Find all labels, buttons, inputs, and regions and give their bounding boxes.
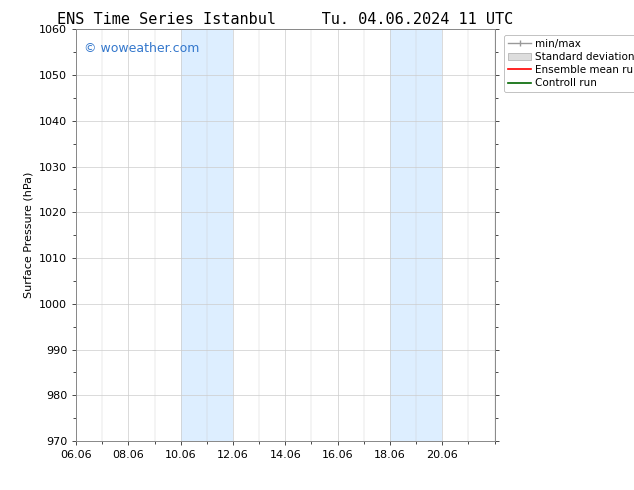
Legend: min/max, Standard deviation, Ensemble mean run, Controll run: min/max, Standard deviation, Ensemble me… [504, 35, 634, 92]
Title: ENS Time Series Istanbul     Tu. 04.06.2024 11 UTC: ENS Time Series Istanbul Tu. 04.06.2024 … [57, 12, 514, 27]
Y-axis label: Surface Pressure (hPa): Surface Pressure (hPa) [23, 172, 34, 298]
Bar [390, 29, 443, 441]
Bar [181, 29, 233, 441]
Text: © woweather.com: © woweather.com [84, 42, 200, 55]
